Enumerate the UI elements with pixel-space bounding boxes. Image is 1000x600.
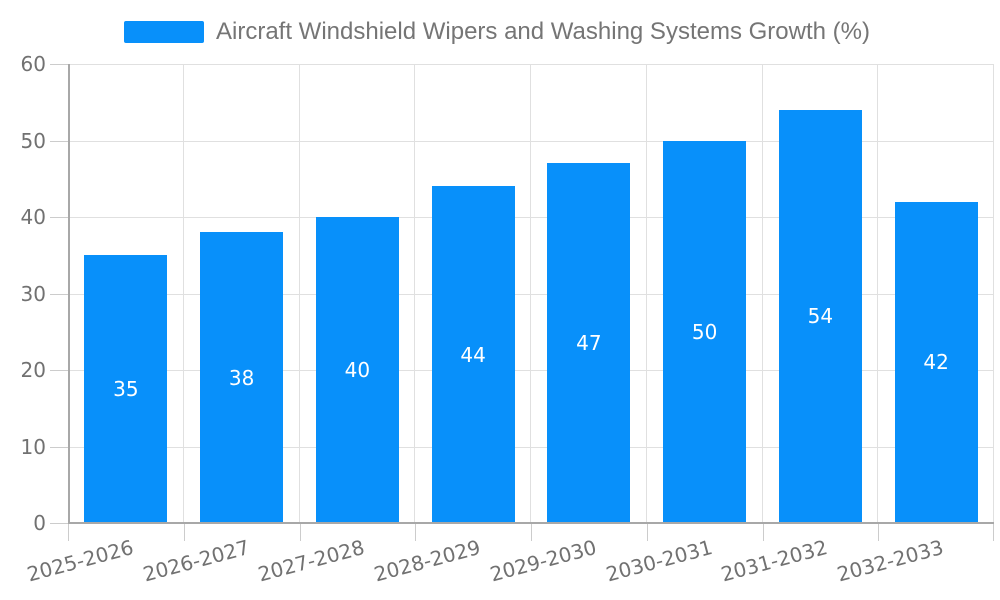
x-gridline bbox=[182, 64, 184, 523]
y-tick-label: 50 bbox=[20, 128, 46, 153]
x-tick-label: 2032-2033 bbox=[834, 535, 947, 587]
y-gridline bbox=[68, 140, 994, 142]
x-gridline bbox=[414, 64, 416, 523]
bar[interactable] bbox=[84, 255, 168, 523]
y-tick-mark bbox=[50, 217, 68, 218]
bar-value-label: 44 bbox=[460, 342, 486, 367]
y-gridline bbox=[68, 370, 994, 371]
y-tick-label: 30 bbox=[20, 281, 46, 306]
x-tick-label: 2030-2031 bbox=[603, 535, 715, 587]
x-tick-mark bbox=[878, 523, 880, 541]
y-tick-mark bbox=[50, 370, 68, 371]
y-tick-label: 60 bbox=[20, 52, 46, 76]
bar-value-label: 50 bbox=[691, 319, 718, 344]
bar-value-label: 42 bbox=[923, 350, 949, 375]
y-tick-mark bbox=[50, 140, 68, 142]
bar-value-label: 38 bbox=[228, 365, 255, 390]
x-gridline bbox=[877, 64, 879, 523]
bar[interactable] bbox=[547, 163, 631, 523]
x-tick-mark bbox=[646, 523, 648, 541]
x-tick-label: 2025-2026 bbox=[24, 535, 136, 587]
x-gridline bbox=[645, 64, 647, 523]
x-tick-label: 2029-2030 bbox=[487, 535, 599, 587]
x-tick-label: 2028-2029 bbox=[371, 535, 484, 587]
x-gridline bbox=[298, 64, 300, 523]
x-tick-label: 2031-2032 bbox=[718, 535, 831, 587]
x-tick-mark bbox=[531, 523, 532, 541]
y-gridline bbox=[68, 446, 994, 448]
legend-label[interactable]: Aircraft Windshield Wipers and Washing S… bbox=[216, 18, 870, 45]
x-tick-mark bbox=[183, 523, 185, 541]
y-tick-mark bbox=[50, 446, 68, 448]
x-tick-mark bbox=[993, 523, 994, 541]
y-tick-label: 10 bbox=[20, 434, 46, 459]
x-tick-mark bbox=[762, 523, 764, 541]
x-axis-line bbox=[68, 522, 994, 524]
bar-value-label: 40 bbox=[344, 358, 371, 382]
x-gridline bbox=[761, 64, 763, 523]
x-gridline bbox=[530, 64, 531, 523]
y-tick-mark bbox=[50, 293, 68, 295]
bar[interactable] bbox=[894, 201, 978, 523]
legend[interactable]: Aircraft Windshield Wipers and Washing S… bbox=[124, 18, 870, 46]
x-tick-mark bbox=[68, 523, 69, 541]
legend-swatch[interactable] bbox=[124, 21, 204, 43]
y-tick-label: 20 bbox=[20, 358, 46, 382]
x-tick-mark bbox=[415, 523, 417, 541]
bar-value-label: 35 bbox=[113, 377, 139, 402]
bar-value-label: 47 bbox=[576, 331, 602, 356]
y-tick-mark bbox=[50, 64, 68, 65]
y-gridline bbox=[68, 293, 994, 295]
bar[interactable] bbox=[200, 232, 284, 523]
x-tick-mark bbox=[299, 523, 301, 541]
y-gridline bbox=[68, 64, 994, 65]
bar[interactable] bbox=[431, 186, 515, 523]
y-axis-line bbox=[68, 64, 70, 523]
bar[interactable] bbox=[315, 217, 399, 523]
x-tick-label: 2027-2028 bbox=[255, 535, 368, 587]
bar[interactable] bbox=[663, 140, 747, 523]
y-tick-label: 40 bbox=[20, 205, 46, 229]
plot-area: 0 10 20 30 40 50 60 35 2025-2026 38 2026-2027 40 202… bbox=[21, 52, 994, 586]
y-gridline bbox=[68, 217, 994, 218]
y-tick-mark bbox=[50, 523, 68, 524]
x-gridline bbox=[993, 64, 994, 523]
x-tick-label: 2026-2027 bbox=[140, 535, 252, 587]
y-tick-label: 0 bbox=[33, 511, 46, 535]
bar-value-label: 54 bbox=[807, 304, 834, 329]
bar[interactable] bbox=[778, 109, 862, 523]
